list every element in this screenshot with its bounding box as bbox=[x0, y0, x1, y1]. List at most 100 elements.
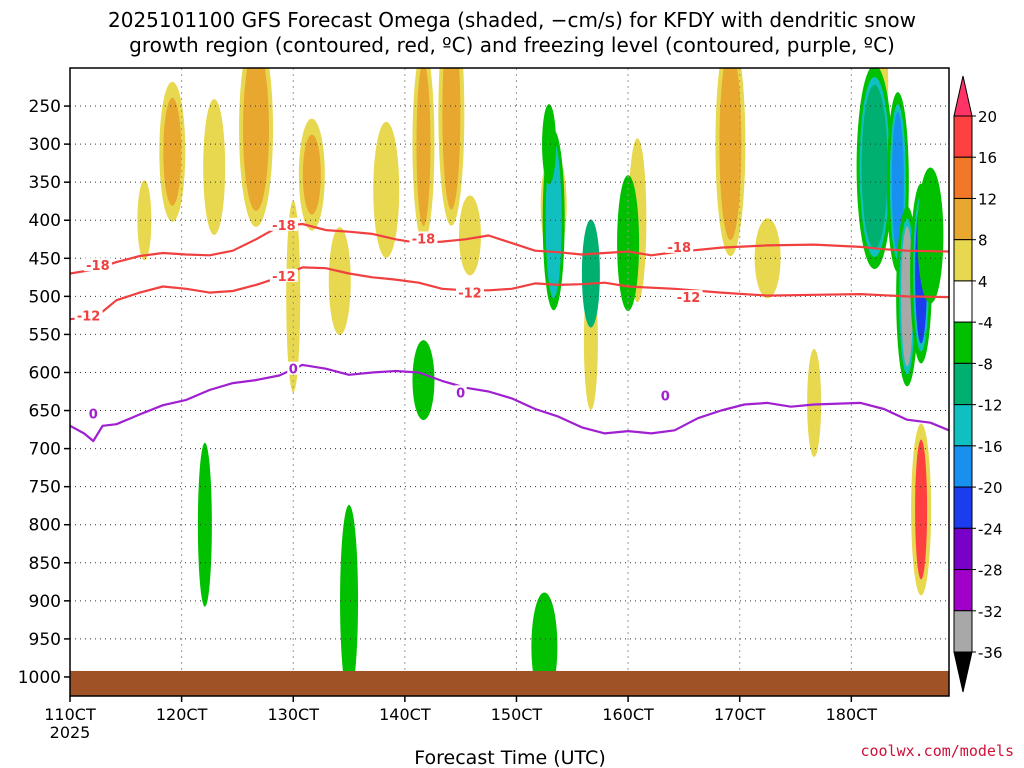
contour-label-1-3: -12 bbox=[677, 291, 701, 306]
colorbar-top-arrow bbox=[953, 75, 973, 117]
x-year-label: 2025 bbox=[50, 723, 91, 742]
omega-blob-5 bbox=[302, 134, 321, 215]
y-tick-label-400: 400 bbox=[29, 211, 61, 231]
colorbar-segment-3 bbox=[953, 239, 973, 282]
colorbar-segment-2 bbox=[953, 197, 973, 241]
omega-blob-9 bbox=[442, 68, 461, 210]
contour-label-bg-2-3 bbox=[659, 388, 672, 402]
omega-blob-27 bbox=[917, 167, 944, 304]
omega-blob-16 bbox=[807, 348, 822, 457]
omega-blob-28 bbox=[197, 442, 212, 607]
colorbar-label-11: -28 bbox=[978, 562, 1003, 580]
contour-label-1-0: -12 bbox=[77, 309, 101, 324]
contour-label-bg-2-1 bbox=[287, 361, 300, 375]
surface-terrain bbox=[70, 670, 949, 696]
site-credit[interactable]: coolwx.com/models bbox=[860, 742, 1014, 760]
colorbar-label-8: -16 bbox=[978, 438, 1003, 456]
omega-blob-15 bbox=[754, 218, 781, 299]
x-tick-label-5: 160CT bbox=[602, 705, 654, 724]
omega-blob-29 bbox=[340, 504, 359, 696]
colorbar-bottom-arrow bbox=[953, 651, 973, 693]
colorbar-segment-8 bbox=[953, 445, 973, 488]
omega-blob-31 bbox=[531, 592, 558, 696]
colorbar-label-4: 4 bbox=[978, 273, 988, 291]
colorbar-label-1: 16 bbox=[978, 149, 997, 167]
colorbar-label-10: -24 bbox=[978, 520, 1003, 538]
colorbar-segment-12 bbox=[953, 610, 973, 653]
contour-line-2 bbox=[70, 363, 949, 443]
chart-title-line-2: growth region (contoured, red, ºC) and f… bbox=[129, 33, 895, 57]
y-tick-label-300: 300 bbox=[29, 135, 61, 155]
colorbar-label-2: 12 bbox=[978, 190, 997, 208]
contour-line-0 bbox=[70, 222, 949, 275]
omega-blob-8 bbox=[416, 68, 431, 227]
omega-blob-2 bbox=[203, 98, 226, 235]
omega-blob-6 bbox=[328, 227, 351, 336]
colorbar-segment-0 bbox=[953, 115, 973, 158]
omega-blob-30 bbox=[412, 340, 435, 421]
colorbar-segment-6 bbox=[953, 362, 973, 406]
colorbar-segment-5 bbox=[953, 321, 973, 364]
omega-blob-7 bbox=[373, 121, 400, 258]
y-tick-label-250: 250 bbox=[29, 97, 61, 117]
y-tick-label-500: 500 bbox=[29, 287, 61, 307]
y-tick-label-450: 450 bbox=[29, 249, 61, 269]
contour-label-bg-2-0 bbox=[87, 406, 100, 420]
colorbar-segment-10 bbox=[953, 527, 973, 571]
contour-label-0-1: -18 bbox=[272, 219, 296, 234]
colorbar-segment-9 bbox=[953, 486, 973, 529]
contour-label-2-3: 0 bbox=[661, 389, 670, 404]
y-tick-label-650: 650 bbox=[29, 402, 61, 422]
contour-label-bg-0-0 bbox=[83, 258, 112, 272]
x-tick-label-7: 180CT bbox=[826, 705, 878, 724]
x-tick-label-2: 130CT bbox=[267, 705, 319, 724]
colorbar-label-7: -12 bbox=[978, 397, 1003, 415]
y-tick-label-800: 800 bbox=[29, 516, 61, 536]
omega-blob-10 bbox=[458, 195, 481, 276]
omega-blob-1 bbox=[163, 97, 182, 206]
contour-label-bg-0-3 bbox=[665, 239, 694, 253]
colorbar-segment-11 bbox=[953, 569, 973, 612]
colorbar-label-3: 8 bbox=[978, 232, 988, 250]
contour-label-2-0: 0 bbox=[89, 408, 98, 423]
contour-label-bg-1-2 bbox=[455, 285, 484, 299]
omega-blob-3 bbox=[243, 68, 270, 211]
colorbar-label-5: -4 bbox=[978, 314, 993, 332]
x-tick-label-6: 170CT bbox=[714, 705, 766, 724]
y-tick-label-350: 350 bbox=[29, 173, 61, 193]
x-tick-label-4: 150CT bbox=[491, 705, 543, 724]
y-tick-label-600: 600 bbox=[29, 363, 61, 383]
contour-label-0-0: -18 bbox=[86, 259, 110, 274]
contour-label-2-1: 0 bbox=[289, 363, 298, 378]
omega-blob-14 bbox=[719, 68, 742, 241]
colorbar-label-12: -32 bbox=[978, 603, 1003, 621]
omega-blob-23 bbox=[861, 84, 888, 249]
contour-labels: -18 -18 -18 -18 -12 -12 -12 -12 0 0 0 0 bbox=[74, 217, 703, 423]
y-tick-label-750: 750 bbox=[29, 478, 61, 498]
y-tick-label-700: 700 bbox=[29, 440, 61, 460]
contour-label-bg-1-0 bbox=[74, 308, 103, 322]
omega-blob-21 bbox=[581, 219, 600, 328]
colorbar-label-0: 20 bbox=[978, 108, 997, 126]
colorbar-segment-4 bbox=[953, 280, 973, 323]
y-tick-label-1000: 1000 bbox=[18, 668, 61, 688]
colorbar-label-6: -8 bbox=[978, 355, 993, 373]
omega-colorbar: 20 16 12 8 4 -4 -8 -12 -16 -20 -24 -28 -32 -36 bbox=[953, 75, 1003, 693]
temperature-contours bbox=[70, 222, 949, 443]
y-tick-label-950: 950 bbox=[29, 630, 61, 650]
contour-label-bg-1-1 bbox=[269, 268, 298, 282]
omega-shading bbox=[137, 68, 944, 696]
contour-label-1-2: -12 bbox=[458, 287, 482, 302]
contour-label-1-1: -12 bbox=[272, 270, 296, 285]
omega-blob-24 bbox=[891, 112, 904, 253]
contour-label-0-3: -18 bbox=[668, 241, 692, 256]
contour-label-bg-1-3 bbox=[674, 290, 703, 304]
x-axis-label: Forecast Time (UTC) bbox=[414, 747, 605, 768]
omega-blob-20 bbox=[542, 104, 557, 185]
y-tick-label-900: 900 bbox=[29, 592, 61, 612]
y-axis-pressure-ticks: 250 300 350 400 450 500 550 600 650 700 750 800 850 9… bbox=[18, 97, 70, 688]
chart-title-line-1: 2025101100 GFS Forecast Omega (shaded, −… bbox=[108, 8, 916, 32]
x-axis-time-ticks: 110CT 120CT 130CT 140CT 150CT 160CT 170CT 180CT… bbox=[44, 696, 877, 742]
contour-line-1 bbox=[70, 266, 949, 321]
x-tick-label-3: 140CT bbox=[379, 705, 431, 724]
